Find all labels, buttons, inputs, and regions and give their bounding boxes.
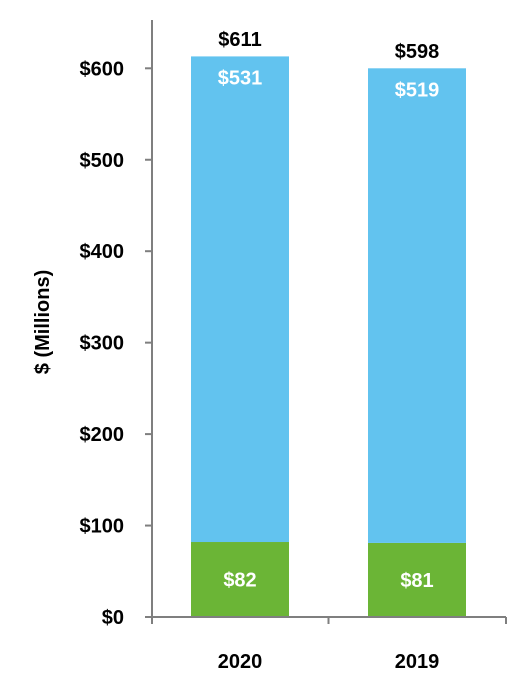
y-tick-label-0: $0 <box>102 607 124 629</box>
y-tick-label-600: $600 <box>80 58 125 80</box>
bar-segment-2020-s0 <box>191 542 289 617</box>
x-tick-label-2020: 2020 <box>218 651 263 673</box>
y-tick-label-200: $200 <box>80 424 125 446</box>
axes-layer <box>145 20 507 624</box>
bars-layer <box>191 56 466 617</box>
y-tick-label-500: $500 <box>80 150 125 172</box>
segment-data-label-2019-s0: $81 <box>400 570 433 592</box>
y-axis-title: $ (Millions) <box>32 270 54 374</box>
segment-data-label-2020-s1: $531 <box>218 67 263 89</box>
y-tick-label-400: $400 <box>80 241 125 263</box>
bar-segment-2020-s1 <box>191 56 289 543</box>
y-tick-label-300: $300 <box>80 333 125 355</box>
total-data-label-2019: $598 <box>395 41 440 63</box>
segment-data-label-2020-s0: $82 <box>223 570 256 592</box>
segment-data-label-2019-s1: $519 <box>395 79 440 101</box>
bar-segment-2019-s1 <box>368 68 466 543</box>
y-tick-label-100: $100 <box>80 516 125 538</box>
labels-layer: $82 $531 $611 2020 $81 $519 $598 2019 $0 $100 $200… <box>32 29 439 673</box>
bar-segment-2019-s0 <box>368 542 466 617</box>
total-data-label-2020: $611 <box>218 29 261 51</box>
x-tick-label-2019: 2019 <box>395 651 440 673</box>
